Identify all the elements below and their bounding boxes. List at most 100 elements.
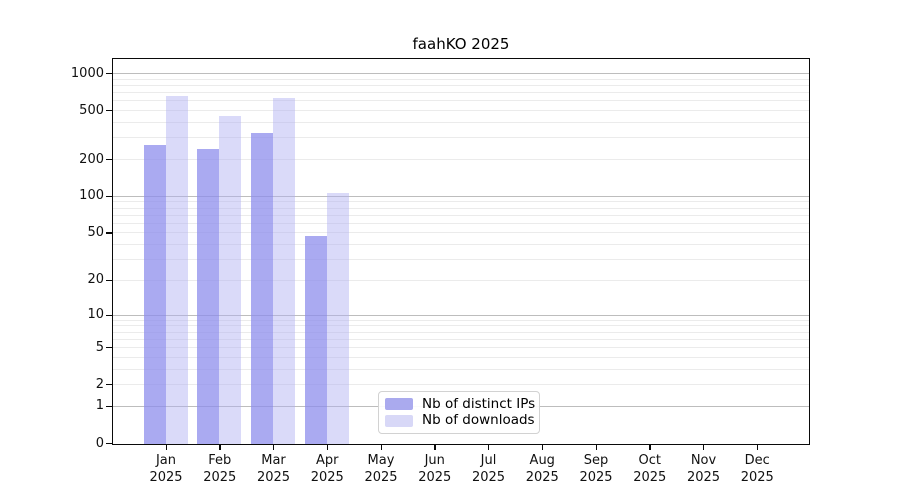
gridline-minor bbox=[113, 338, 809, 340]
y-tick-label: 500 bbox=[79, 102, 104, 118]
x-tick-label-jul: Jul 2025 bbox=[457, 452, 521, 486]
y-tick-mark bbox=[106, 159, 112, 161]
y-tick-label: 10 bbox=[87, 307, 104, 323]
bar-nb-of-downloads-apr bbox=[326, 193, 349, 444]
gridline-minor bbox=[113, 159, 809, 161]
bars-layer bbox=[113, 59, 809, 444]
x-tick-label-jun: Jun 2025 bbox=[403, 452, 467, 486]
y-tick-mark bbox=[106, 279, 112, 282]
x-tick-label-aug: Aug 2025 bbox=[510, 452, 574, 486]
gridline-major bbox=[113, 73, 809, 75]
x-tick-month: Nov bbox=[690, 453, 717, 468]
x-tick-label-mar: Mar 2025 bbox=[242, 452, 306, 486]
x-tick-mark bbox=[541, 445, 544, 450]
y-tick-label: 20 bbox=[87, 272, 104, 288]
gridline-minor bbox=[113, 201, 809, 203]
x-tick-year: 2025 bbox=[633, 470, 667, 485]
x-tick-mark bbox=[434, 445, 436, 450]
gridline-minor bbox=[113, 368, 809, 370]
y-tick-mark bbox=[106, 232, 112, 234]
legend-swatch-nb-of-distinct-ips bbox=[385, 398, 413, 411]
gridline-minor bbox=[113, 319, 809, 321]
y-tick-label: 1000 bbox=[70, 65, 104, 81]
y-tick-mark bbox=[106, 110, 112, 112]
bar-nb-of-downloads-mar bbox=[273, 97, 295, 444]
y-tick-label: 5 bbox=[95, 339, 104, 355]
x-tick-year: 2025 bbox=[740, 470, 774, 485]
x-tick-month: Mar bbox=[261, 453, 286, 468]
x-tick-month: Oct bbox=[638, 453, 661, 468]
x-tick-mark bbox=[756, 445, 759, 450]
legend-swatch-nb-of-downloads bbox=[385, 414, 413, 427]
y-tick-label: 1 bbox=[95, 398, 104, 414]
bar-nb-of-downloads-jan bbox=[165, 95, 188, 444]
gridline-minor bbox=[113, 84, 809, 86]
x-tick-month: Jun bbox=[424, 453, 445, 468]
x-tick-year: 2025 bbox=[203, 470, 237, 485]
x-tick-mark bbox=[219, 445, 221, 450]
gridline-minor bbox=[113, 331, 809, 333]
bar-nb-of-distinct-ips-jan bbox=[143, 145, 166, 444]
x-tick-mark bbox=[703, 445, 705, 450]
x-tick-year: 2025 bbox=[418, 470, 452, 485]
x-tick-label-sep: Sep 2025 bbox=[564, 452, 628, 486]
grid-layer bbox=[113, 59, 809, 444]
bar-nb-of-distinct-ips-apr bbox=[304, 235, 327, 444]
x-tick-year: 2025 bbox=[579, 470, 613, 485]
y-tick-label: 200 bbox=[79, 151, 104, 167]
legend-item-nb-of-distinct-ips: Nb of distinct IPs bbox=[385, 395, 536, 412]
x-tick-year: 2025 bbox=[364, 470, 398, 485]
bar-nb-of-distinct-ips-mar bbox=[251, 132, 273, 444]
x-tick-year: 2025 bbox=[149, 470, 183, 485]
plot-area bbox=[112, 58, 810, 445]
x-tick-year: 2025 bbox=[471, 470, 506, 485]
y-tick-mark bbox=[106, 73, 112, 75]
x-tick-year: 2025 bbox=[525, 470, 559, 485]
x-tick-month: Feb bbox=[208, 453, 232, 468]
y-tick-label: 50 bbox=[87, 224, 104, 240]
y-tick-mark bbox=[106, 195, 112, 198]
x-tick-year: 2025 bbox=[686, 470, 721, 485]
gridline-minor bbox=[113, 244, 809, 246]
x-tick-label-feb: Feb 2025 bbox=[188, 452, 252, 486]
gridline-minor bbox=[113, 232, 809, 234]
chart-title: faahKO 2025 bbox=[412, 35, 510, 53]
x-tick-year: 2025 bbox=[310, 470, 344, 485]
legend-label: Nb of distinct IPs bbox=[422, 395, 536, 412]
x-tick-mark bbox=[488, 445, 490, 450]
gridline-minor bbox=[113, 259, 809, 261]
x-tick-month: Jul bbox=[480, 453, 497, 468]
legend-label: Nb of downloads bbox=[422, 412, 535, 429]
gridline-minor bbox=[113, 110, 809, 112]
x-tick-month: Jan bbox=[155, 453, 177, 468]
gridline-major bbox=[113, 314, 809, 316]
gridline-minor bbox=[113, 122, 809, 124]
gridline-minor bbox=[113, 347, 809, 349]
x-tick-mark bbox=[380, 445, 382, 450]
legend: Nb of distinct IPs Nb of downloads bbox=[378, 391, 540, 434]
gridline-minor bbox=[113, 92, 809, 94]
gridline-minor bbox=[113, 137, 809, 139]
x-tick-label-nov: Nov 2025 bbox=[672, 452, 736, 486]
gridline-minor bbox=[113, 279, 809, 281]
y-tick-mark bbox=[106, 347, 112, 349]
gridline-minor bbox=[113, 384, 809, 386]
x-tick-mark bbox=[649, 445, 651, 450]
x-tick-mark bbox=[326, 445, 329, 450]
x-tick-month: Dec bbox=[744, 453, 770, 468]
x-tick-month: Sep bbox=[583, 453, 609, 468]
x-tick-label-jan: Jan 2025 bbox=[134, 452, 198, 486]
x-tick-label-oct: Oct 2025 bbox=[618, 452, 682, 486]
gridline-minor bbox=[113, 222, 809, 224]
gridline-minor bbox=[113, 356, 809, 358]
x-tick-label-may: May 2025 bbox=[349, 452, 413, 486]
y-tick-label: 2 bbox=[95, 376, 104, 392]
y-tick-mark bbox=[106, 384, 112, 386]
gridline-minor bbox=[113, 325, 809, 327]
x-tick-year: 2025 bbox=[256, 470, 291, 485]
gridline-minor bbox=[113, 207, 809, 209]
gridline-minor bbox=[113, 100, 809, 102]
y-tick-label: 0 bbox=[95, 435, 104, 451]
gridline-major bbox=[113, 195, 809, 197]
